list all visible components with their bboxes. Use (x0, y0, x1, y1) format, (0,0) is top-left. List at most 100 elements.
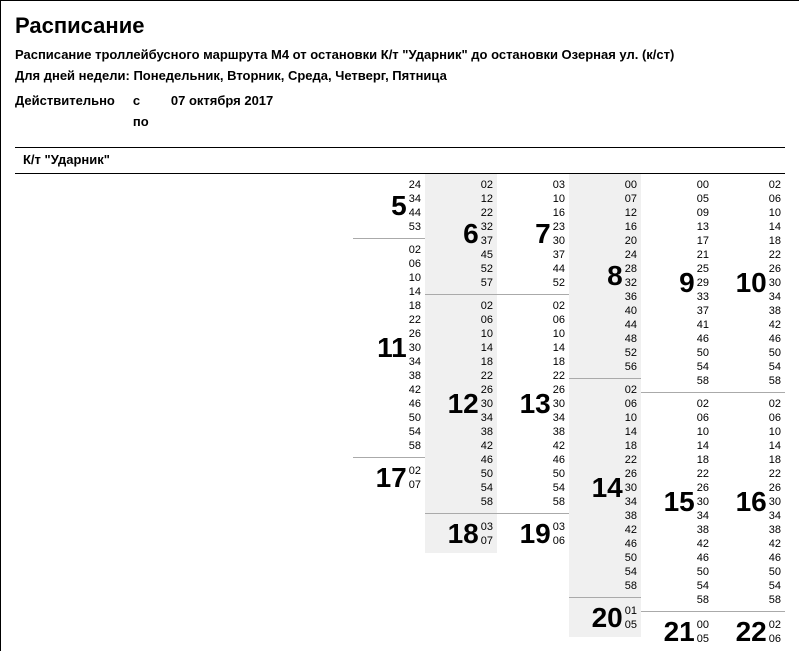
hour-number: 17 (376, 464, 409, 492)
hour-number: 18 (448, 520, 481, 548)
minute-value: 10 (625, 411, 637, 425)
minute-value: 18 (481, 355, 493, 369)
minute-value: 40 (625, 304, 637, 318)
minute-value: 01 (625, 604, 637, 618)
minute-value: 34 (769, 509, 781, 523)
minute-value: 06 (697, 411, 709, 425)
minute-value: 26 (481, 383, 493, 397)
minutes-list: 020610141822263034384246505458 (481, 297, 495, 511)
minute-value: 54 (697, 579, 709, 593)
minute-value: 41 (697, 318, 709, 332)
weekdays-label: Для дней недели: (15, 68, 130, 83)
minutes-list: 020610141822263034384246505458 (769, 176, 783, 390)
minute-value: 21 (697, 248, 709, 262)
minute-value: 44 (409, 206, 421, 220)
minute-value: 18 (409, 299, 421, 313)
weekdays-values: Понедельник, Вторник, Среда, Четверг, Пя… (133, 68, 446, 83)
minute-value: 30 (409, 341, 421, 355)
minute-value: 38 (553, 425, 565, 439)
minute-value: 10 (769, 206, 781, 220)
minutes-list: 020610141822263034384246505458 (625, 381, 639, 595)
minute-value: 34 (625, 495, 637, 509)
minute-value: 50 (697, 346, 709, 360)
minute-value: 18 (769, 453, 781, 467)
minute-value: 06 (553, 313, 565, 327)
minute-value: 20 (625, 234, 637, 248)
minute-value: 18 (697, 453, 709, 467)
hour-cell: 9000509131721252933374146505458 (641, 174, 713, 392)
minutes-list: 0207 (409, 462, 423, 494)
minute-value: 58 (697, 374, 709, 388)
minute-value: 18 (625, 439, 637, 453)
hour-cell: 200105 (569, 597, 641, 637)
hour-number: 21 (664, 618, 697, 646)
minute-value: 00 (697, 178, 709, 192)
minute-value: 02 (769, 178, 781, 192)
minute-value: 42 (769, 318, 781, 332)
minute-value: 22 (481, 369, 493, 383)
minute-value: 13 (697, 220, 709, 234)
minute-value: 14 (697, 439, 709, 453)
minute-value: 26 (697, 481, 709, 495)
minute-value: 22 (769, 467, 781, 481)
hour-cell: 11020610141822263034384246505458 (353, 238, 425, 457)
minute-value: 42 (409, 383, 421, 397)
minute-value: 24 (625, 248, 637, 262)
minute-value: 03 (553, 178, 565, 192)
minute-value: 34 (553, 411, 565, 425)
minutes-list: 020610141822263034384246505458 (769, 395, 783, 609)
minute-value: 06 (625, 397, 637, 411)
minute-value: 42 (697, 537, 709, 551)
minute-value: 02 (769, 397, 781, 411)
minute-value: 46 (769, 332, 781, 346)
minute-value: 38 (481, 425, 493, 439)
minute-value: 26 (769, 262, 781, 276)
hour-cell: 70310162330374452 (497, 174, 569, 294)
minute-value: 07 (625, 192, 637, 206)
minute-value: 10 (697, 425, 709, 439)
minute-value: 10 (409, 271, 421, 285)
minute-value: 00 (625, 178, 637, 192)
minute-value: 46 (697, 332, 709, 346)
minute-value: 50 (553, 467, 565, 481)
minute-value: 02 (769, 618, 781, 632)
minute-value: 44 (625, 318, 637, 332)
minute-value: 38 (769, 523, 781, 537)
minutes-list: 0212223237455257 (481, 176, 495, 292)
minute-value: 22 (769, 248, 781, 262)
minute-value: 50 (769, 346, 781, 360)
minute-value: 33 (697, 290, 709, 304)
minute-value: 14 (409, 285, 421, 299)
minute-value: 14 (769, 439, 781, 453)
hour-number: 22 (736, 618, 769, 646)
minute-value: 30 (769, 276, 781, 290)
minute-value: 50 (409, 411, 421, 425)
minute-value: 38 (769, 304, 781, 318)
minute-value: 26 (553, 383, 565, 397)
minute-value: 37 (553, 248, 565, 262)
minutes-list: 020610141822263034384246505458 (409, 241, 423, 455)
hour-cell: 524344453 (353, 174, 425, 238)
minutes-list: 0310162330374452 (553, 176, 567, 292)
minute-value: 48 (625, 332, 637, 346)
minutes-list: 24344453 (409, 176, 423, 236)
minute-value: 52 (481, 262, 493, 276)
hour-column: 7031016233037445213020610141822263034384… (497, 174, 569, 651)
minute-value: 14 (553, 341, 565, 355)
minute-value: 54 (481, 481, 493, 495)
minute-value: 14 (769, 220, 781, 234)
minute-value: 26 (625, 467, 637, 481)
minute-value: 54 (697, 360, 709, 374)
minute-value: 50 (625, 551, 637, 565)
minutes-list: 0007121620242832364044485256 (625, 176, 639, 376)
minute-value: 37 (697, 304, 709, 318)
hour-number: 7 (535, 220, 553, 248)
hour-number: 15 (664, 488, 697, 516)
minutes-list: 0306 (553, 518, 567, 550)
minute-value: 14 (481, 341, 493, 355)
minute-value: 24 (409, 178, 421, 192)
minute-value: 26 (409, 327, 421, 341)
minute-value: 54 (769, 579, 781, 593)
minute-value: 54 (553, 481, 565, 495)
minute-value: 02 (625, 383, 637, 397)
